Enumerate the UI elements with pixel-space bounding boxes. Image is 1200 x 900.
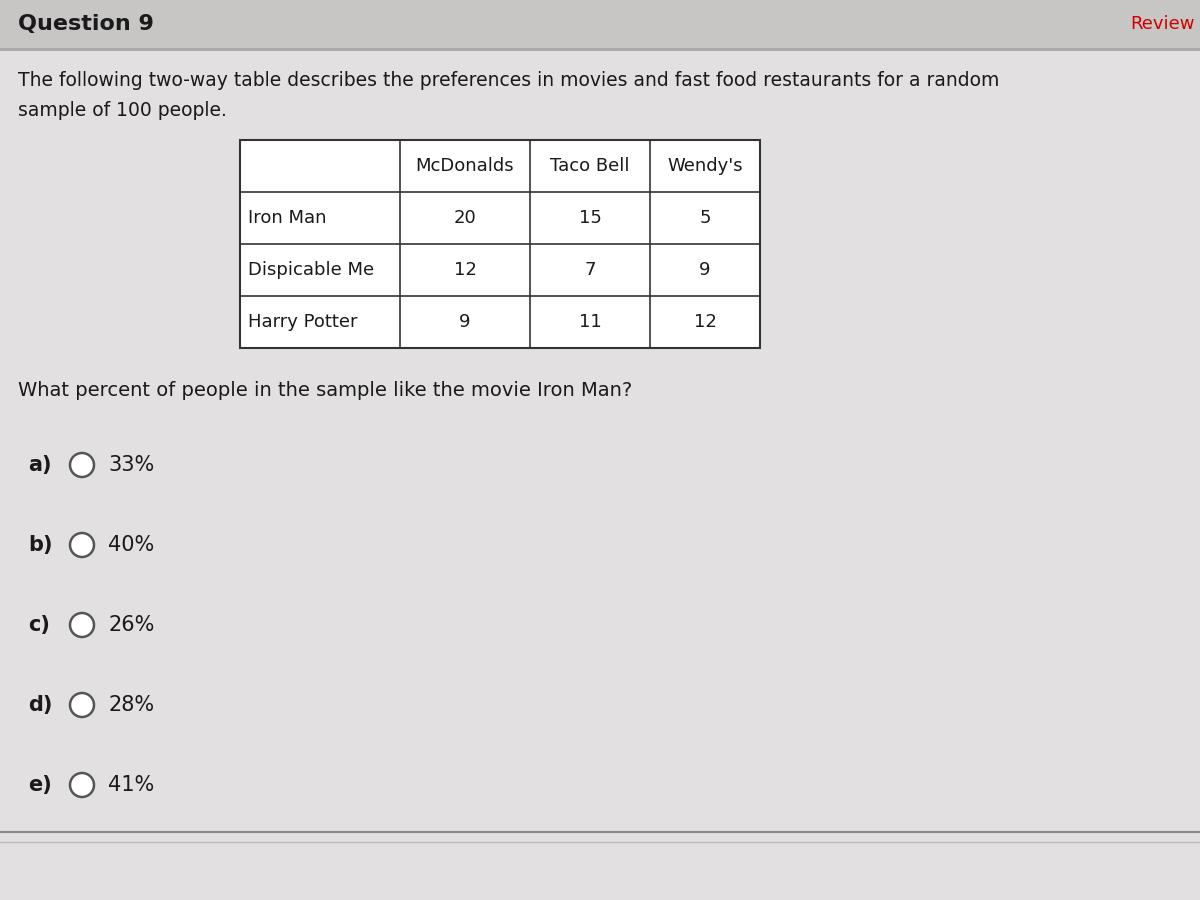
Text: 11: 11 [578, 313, 601, 331]
Text: Taco Bell: Taco Bell [551, 157, 630, 175]
Text: Wendy's: Wendy's [667, 157, 743, 175]
Bar [0, 48, 1200, 51]
Circle shape [70, 533, 94, 557]
Text: Iron Man: Iron Man [248, 209, 326, 227]
Text: The following two-way table describes the preferences in movies and fast food re: The following two-way table describes th… [18, 70, 1000, 89]
Text: 12: 12 [454, 261, 476, 279]
Text: 9: 9 [460, 313, 470, 331]
Text: Dispicable Me: Dispicable Me [248, 261, 374, 279]
Text: d): d) [28, 695, 53, 715]
Circle shape [70, 453, 94, 477]
Text: a): a) [28, 455, 52, 475]
Text: What percent of people in the sample like the movie Iron Man?: What percent of people in the sample lik… [18, 381, 632, 400]
Bar [0, 0, 1200, 48]
Circle shape [70, 773, 94, 797]
Text: Review: Review [1130, 15, 1195, 33]
Text: Harry Potter: Harry Potter [248, 313, 358, 331]
Text: 26%: 26% [108, 615, 155, 635]
Text: 41%: 41% [108, 775, 155, 795]
Text: e): e) [28, 775, 52, 795]
Text: 9: 9 [700, 261, 710, 279]
Circle shape [70, 693, 94, 717]
Bar [240, 140, 760, 348]
Text: 5: 5 [700, 209, 710, 227]
Text: c): c) [28, 615, 50, 635]
Circle shape [70, 613, 94, 637]
Text: McDonalds: McDonalds [415, 157, 515, 175]
Text: b): b) [28, 535, 53, 555]
Text: 15: 15 [578, 209, 601, 227]
Text: 20: 20 [454, 209, 476, 227]
Text: 7: 7 [584, 261, 595, 279]
Text: 12: 12 [694, 313, 716, 331]
Text: 28%: 28% [108, 695, 154, 715]
Text: Question 9: Question 9 [18, 14, 154, 34]
Text: sample of 100 people.: sample of 100 people. [18, 101, 227, 120]
Text: 40%: 40% [108, 535, 155, 555]
Text: 33%: 33% [108, 455, 155, 475]
